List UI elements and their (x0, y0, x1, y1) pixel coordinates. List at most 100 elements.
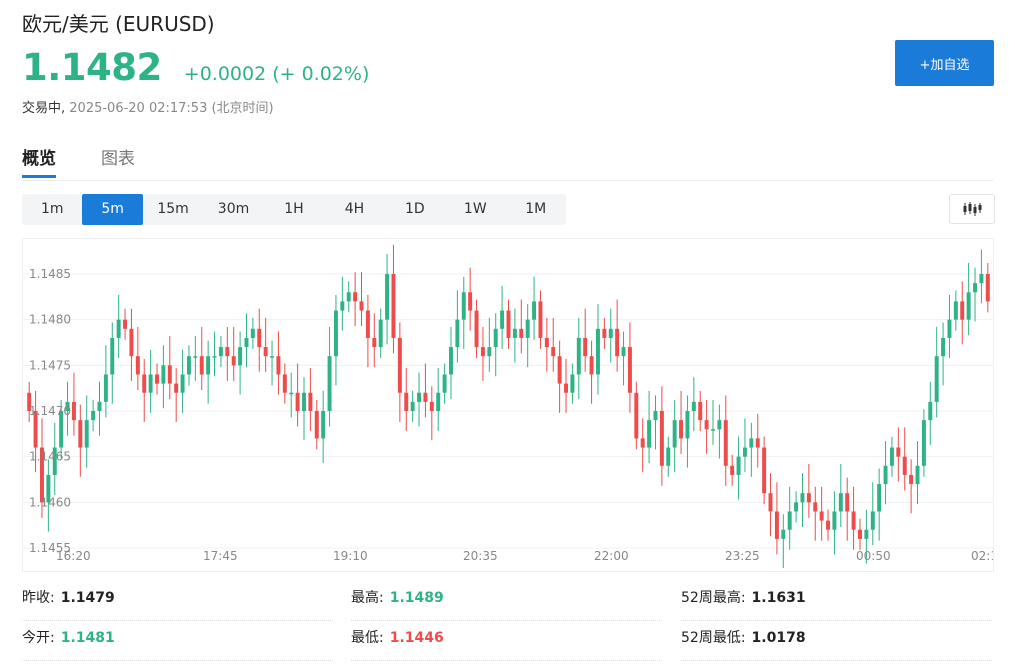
candle (883, 441, 888, 505)
period-1mo[interactable]: 1M (525, 201, 547, 217)
candle-body (365, 310, 370, 338)
candle (602, 317, 607, 349)
candle-body (327, 356, 332, 411)
candle-body (385, 274, 390, 320)
candle (768, 473, 773, 537)
candle-body (295, 392, 300, 411)
candle-body (71, 401, 76, 421)
candle (148, 349, 153, 413)
period-1d[interactable]: 1D (405, 201, 425, 217)
candle (787, 486, 792, 550)
period-1w[interactable]: 1W (463, 201, 487, 217)
candle (33, 390, 38, 473)
period-5m[interactable]: 5m (82, 194, 143, 225)
candle (742, 418, 747, 473)
candle (806, 463, 811, 518)
candle-body (921, 420, 926, 466)
candle-body (186, 356, 191, 375)
candle (615, 299, 620, 372)
candle (116, 295, 121, 359)
stat-label: 昨收: (22, 590, 55, 606)
candle-body (391, 274, 396, 338)
candle (39, 418, 44, 518)
candle (666, 436, 671, 477)
candle-body (436, 392, 441, 411)
candle (525, 304, 530, 368)
candle-body (672, 420, 677, 448)
candle (544, 317, 549, 372)
candle-body (404, 392, 409, 411)
candle (647, 390, 652, 464)
candle-body (33, 411, 38, 448)
stat-prev-close: 昨收: 1.1479 (22, 582, 333, 621)
stat-value: 1.1481 (60, 630, 115, 646)
candle-body (762, 447, 767, 494)
candle-body (659, 411, 664, 466)
candle (781, 514, 786, 569)
candle-body (845, 493, 850, 512)
period-15m[interactable]: 15m (157, 201, 189, 217)
candle-body (627, 347, 632, 393)
candle-body (410, 401, 415, 411)
candle (180, 349, 185, 413)
candle-body (698, 401, 703, 421)
candle-body (742, 447, 747, 457)
candle-body (397, 337, 402, 393)
candle-body (896, 447, 901, 457)
candle-body (174, 383, 179, 393)
candle (634, 381, 639, 450)
period-30m[interactable]: 30m (217, 201, 250, 217)
candle (397, 322, 402, 422)
candle-body (915, 465, 920, 485)
period-1m[interactable]: 1m (40, 201, 64, 217)
candle (410, 390, 415, 422)
candle (289, 372, 294, 418)
candle-body (774, 511, 779, 539)
candle-body (794, 502, 799, 512)
candle-body (142, 374, 147, 393)
y-tick-label: 1.1460 (29, 495, 71, 509)
candle-body (282, 374, 287, 393)
candle-body (813, 502, 818, 512)
candle-body (864, 529, 869, 539)
candle (679, 390, 684, 454)
candle-body (378, 319, 383, 348)
candle-body (218, 347, 223, 357)
candle-body (953, 301, 958, 320)
stat-label: 今开: (22, 630, 55, 646)
candle-body (691, 401, 696, 411)
candle (762, 436, 767, 505)
candle (717, 404, 722, 459)
candle-body (97, 401, 102, 411)
candle (461, 276, 466, 349)
add-to-watchlist-button[interactable]: +加自选 (895, 40, 994, 86)
period-1h[interactable]: 1H (284, 201, 304, 217)
candle-body (500, 310, 505, 329)
chart-type-toggle[interactable] (949, 194, 995, 224)
candle-body (653, 411, 658, 421)
candle-body (129, 328, 134, 357)
candle (564, 358, 568, 413)
stat-value: 1.1446 (389, 630, 444, 646)
candle (135, 326, 140, 390)
candle (672, 400, 677, 473)
price-chart[interactable]: 1.1485 1.1480 1.1475 1.1470 1.1465 1.1460 1.14… (22, 238, 994, 572)
candle (282, 363, 287, 404)
candle (365, 295, 370, 368)
tab-overview[interactable]: 概览 (22, 144, 56, 178)
candle (59, 400, 64, 459)
tab-chart[interactable]: 图表 (101, 149, 135, 169)
instrument-title: 欧元/美元 (EURUSD) (22, 12, 215, 36)
candle (436, 368, 441, 432)
candle-body (84, 420, 89, 448)
x-tick-label: 20:35 (463, 549, 498, 563)
y-tick-label: 1.1465 (29, 450, 71, 464)
candle (685, 395, 690, 468)
candle-body (960, 301, 965, 320)
period-4h[interactable]: 4H (344, 201, 365, 217)
candle-body (148, 374, 153, 393)
candle-body (595, 328, 600, 375)
candle-body (723, 420, 728, 466)
candle-body (461, 292, 466, 320)
candle (570, 363, 575, 404)
